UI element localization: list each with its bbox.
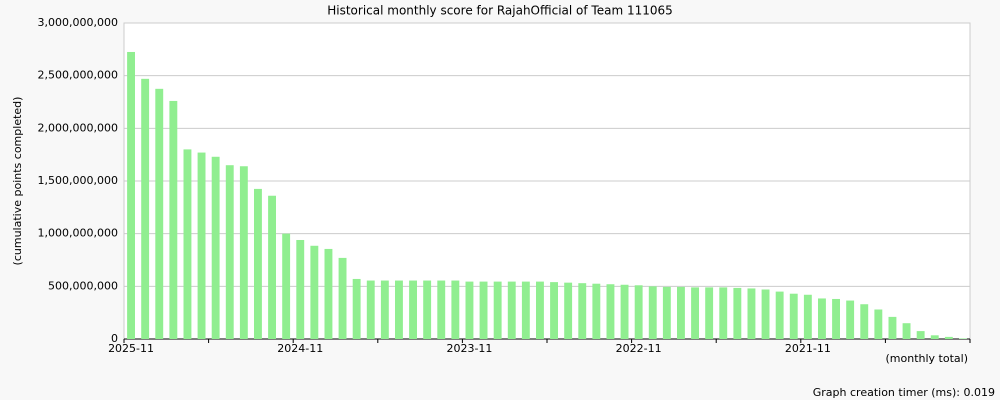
bar xyxy=(620,284,629,339)
bar xyxy=(564,282,573,339)
bar xyxy=(775,291,784,339)
bar xyxy=(127,51,135,339)
bar xyxy=(592,283,601,339)
bar xyxy=(465,281,474,339)
y-axis-label: (cumulative points completed) xyxy=(11,97,24,266)
y-tick-label: 2,000,000,000 xyxy=(38,121,118,134)
bar xyxy=(254,188,262,339)
bar xyxy=(282,233,291,339)
bar xyxy=(733,287,742,339)
bar xyxy=(789,293,798,339)
bar xyxy=(818,298,826,339)
bar xyxy=(930,335,939,339)
bar xyxy=(521,281,530,339)
bar xyxy=(366,280,375,339)
bar xyxy=(225,165,234,339)
bar xyxy=(352,278,361,339)
bar xyxy=(761,289,770,339)
bar xyxy=(747,288,756,339)
bar xyxy=(409,280,417,339)
bar xyxy=(451,280,460,339)
bar xyxy=(395,280,403,339)
y-tick-label: 1,000,000,000 xyxy=(38,227,118,240)
bar xyxy=(691,287,699,339)
bar xyxy=(719,287,728,339)
bar xyxy=(493,281,502,339)
bar xyxy=(183,149,192,339)
bar xyxy=(296,239,305,339)
bar xyxy=(169,100,178,340)
x-tick-label: 2021-11 xyxy=(785,342,831,355)
x-tick-label: 2024-11 xyxy=(277,342,323,355)
x-tick-label: 2022-11 xyxy=(616,342,662,355)
y-tick-label: 1,500,000,000 xyxy=(38,174,118,187)
bar xyxy=(268,195,276,339)
x-tick-label: 2025-11 xyxy=(108,342,154,355)
bar xyxy=(141,78,150,340)
bar xyxy=(648,286,657,339)
bar xyxy=(902,323,911,339)
x-axis-label: (monthly total) xyxy=(886,352,969,365)
bar xyxy=(578,283,587,339)
bar xyxy=(338,257,347,339)
footer: Graph creation timer (ms): 0.019 xyxy=(813,386,995,399)
bar xyxy=(310,245,319,339)
bar xyxy=(380,280,389,339)
bar xyxy=(662,286,671,339)
bar xyxy=(634,285,643,339)
bar xyxy=(197,152,206,339)
bar xyxy=(606,284,615,339)
y-tick-label: 500,000,000 xyxy=(48,279,118,292)
bar xyxy=(423,280,432,339)
bar xyxy=(705,287,714,339)
bar xyxy=(239,166,248,339)
y-tick-label: 3,000,000,000 xyxy=(38,16,118,29)
bar xyxy=(832,298,840,339)
x-tick-label: 2023-11 xyxy=(446,342,492,355)
bar xyxy=(916,331,925,339)
bar xyxy=(324,248,333,339)
bar xyxy=(536,281,544,339)
bar xyxy=(888,316,897,339)
bar xyxy=(550,282,558,339)
bar xyxy=(211,156,220,339)
bar xyxy=(860,304,869,339)
bar xyxy=(677,286,685,339)
y-tick-label: 0 xyxy=(111,332,118,345)
bar xyxy=(479,281,488,339)
bar xyxy=(155,88,164,339)
bar xyxy=(959,338,967,339)
bar xyxy=(437,280,446,339)
bar xyxy=(874,309,883,339)
chart-title: Historical monthly score for RajahOffici… xyxy=(327,4,673,18)
bar xyxy=(803,294,812,339)
y-tick-label: 2,500,000,000 xyxy=(38,69,118,82)
bar xyxy=(846,300,855,339)
bar xyxy=(507,281,516,339)
bar xyxy=(944,336,953,339)
